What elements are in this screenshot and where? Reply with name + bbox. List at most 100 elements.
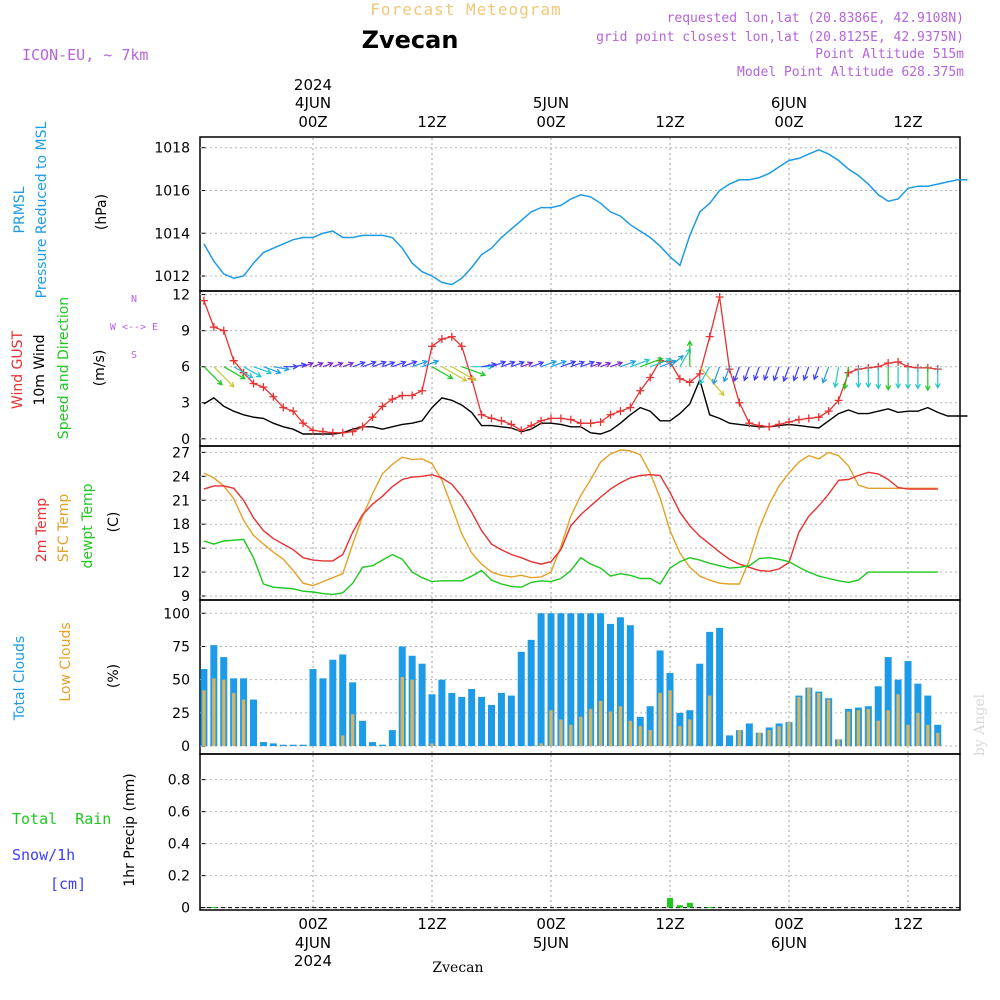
total-cloud-bar: [468, 688, 476, 747]
gust-marker: [685, 378, 694, 387]
wind-arrow: [924, 366, 931, 392]
gust-marker: [636, 386, 645, 395]
wind-arrow: [722, 366, 731, 383]
top-hour-label: 12Z: [417, 113, 446, 131]
pressure-label-msl: Pressure Reduced to MSL: [34, 121, 50, 298]
total-cloud-bar: [259, 742, 267, 747]
wind-arrow: [802, 366, 810, 382]
wind-arrow: [895, 366, 902, 390]
y-tick-label: 3: [181, 396, 190, 412]
low-cloud-bar: [618, 706, 623, 747]
total-cloud-bar: [597, 613, 605, 747]
bottom-hour-label: 12Z: [655, 915, 684, 933]
wind-arrow: [885, 366, 892, 391]
pressure-label-prmsl: PRMSL: [12, 186, 28, 233]
total-cloud-bar: [557, 613, 565, 747]
wind-arrow: [763, 366, 770, 382]
wind-arrow: [686, 340, 693, 367]
gust-marker: [596, 417, 605, 426]
low-cloud-bar: [212, 678, 216, 747]
wind-arrow: [732, 366, 740, 383]
sfc-temp-line: [203, 449, 938, 587]
y-tick-label: 0.2: [168, 869, 190, 885]
gust-marker: [428, 342, 436, 351]
y-tick-label: 1018: [154, 141, 190, 157]
low-cloud-bar: [787, 722, 791, 747]
credit-watermark: by Angel: [972, 693, 988, 756]
low-cloud-bar: [241, 699, 246, 747]
bottom-hour-label: 12Z: [417, 915, 446, 933]
wind-arrow: [451, 366, 477, 381]
total-cloud-bar: [369, 742, 376, 747]
y-tick-label: 9: [181, 324, 190, 340]
wind-label-gust: Wind GUST: [10, 330, 26, 409]
y-tick-label: 100: [163, 606, 190, 622]
gust-marker: [299, 419, 308, 428]
wind-arrow: [590, 361, 603, 368]
low-cloud-bar: [202, 690, 206, 747]
wind-arrow: [875, 366, 882, 390]
gust-marker: [368, 413, 377, 422]
precip-label-unit: 1hr Precip (mm): [122, 773, 138, 886]
bottom-year-label: 2024: [294, 952, 332, 970]
top-day-label: 5JUN: [533, 94, 569, 112]
y-tick-label: 12: [172, 565, 190, 581]
total-cloud-bar: [904, 661, 912, 747]
temp-label-dewpt: dewpt Temp: [80, 483, 96, 568]
low-cloud-bar: [916, 712, 920, 747]
gust-marker: [894, 357, 903, 366]
compass-north: N: [131, 294, 137, 305]
wind-arrow: [263, 366, 282, 375]
gust-marker: [358, 422, 367, 431]
y-tick-label: 1012: [154, 269, 190, 285]
wind-arrow: [865, 366, 872, 389]
total-cloud-bar: [448, 692, 456, 747]
low-cloud-bar: [836, 739, 841, 747]
gust-marker: [437, 335, 446, 344]
gust-marker: [834, 396, 843, 405]
low-cloud-bar: [866, 708, 871, 747]
y-tick-label: 0: [181, 739, 190, 755]
y-tick-label: 1016: [154, 183, 190, 199]
total-cloud-bar: [319, 678, 327, 747]
low-cloud-bar: [737, 730, 742, 747]
compass-west-east: W <--> E: [110, 322, 158, 333]
model-altitude: Model Point Altitude 628.375m: [737, 65, 964, 80]
gust-marker: [646, 373, 655, 382]
y-tick-label: 1014: [154, 226, 190, 242]
low-cloud-bar: [688, 719, 692, 747]
gust-marker: [576, 419, 585, 428]
gust-marker: [537, 416, 546, 425]
gust-marker: [626, 403, 635, 412]
total-cloud-bar: [726, 735, 733, 747]
wind-arrow: [203, 366, 223, 386]
low-cloud-bar: [678, 726, 682, 747]
low-cloud-bar: [400, 677, 404, 747]
low-cloud-bar: [648, 730, 652, 747]
wind-arrow: [560, 360, 577, 368]
wind-arrow: [550, 359, 567, 368]
wind-arrow: [620, 359, 637, 368]
wind-arrow: [362, 360, 377, 368]
low-cloud-bar: [231, 692, 236, 747]
wind-arrow: [669, 354, 684, 368]
model-label: ICON-EU, ~ 7km: [22, 46, 148, 64]
wind-arrow: [832, 366, 840, 389]
gust-marker: [249, 379, 258, 388]
y-tick-label: 0: [181, 901, 190, 917]
temp-label-sfc: SFC Temp: [56, 494, 72, 563]
gust-marker: [705, 332, 714, 341]
total-cloud-bar: [587, 613, 595, 747]
wind-arrow: [821, 366, 830, 384]
rain-bar: [676, 905, 683, 908]
total-cloud-bar: [329, 659, 337, 747]
low-cloud-bar: [826, 699, 831, 747]
low-cloud-bar: [608, 711, 613, 747]
wind-arrow: [382, 361, 396, 368]
low-cloud-bar: [797, 696, 801, 747]
low-cloud-bar: [628, 720, 633, 747]
gust-marker: [547, 414, 555, 423]
y-tick-label: 9: [181, 589, 190, 605]
